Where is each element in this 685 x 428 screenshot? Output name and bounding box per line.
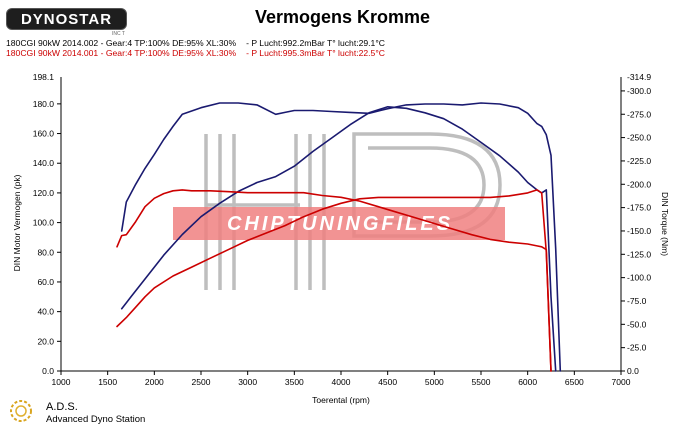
axes-group: 1000 1500 2000 2500 3000 3500 4000 4500 5000 5500… <box>33 72 652 387</box>
x-tick-label: 2000 <box>145 377 164 387</box>
y-tick-label: 0.0 <box>42 366 54 376</box>
x-tick-label: 3500 <box>285 377 304 387</box>
y2-tick-label: -25.0 <box>627 343 647 353</box>
y2-tick-label: -75.0 <box>627 296 647 306</box>
y2-tick-label: -100.0 <box>627 273 651 283</box>
x-tick-label: 5500 <box>472 377 491 387</box>
series-line-3 <box>116 189 552 372</box>
x-tick-label: 2500 <box>192 377 211 387</box>
watermark-group: CHIPTUNINGFILES <box>173 132 505 290</box>
watermark-text: CHIPTUNINGFILES <box>227 213 453 235</box>
x-tick-label: 5000 <box>425 377 444 387</box>
y2-top-label: -314.9 <box>627 72 651 82</box>
y-tick-label: 40.0 <box>37 307 54 317</box>
x-tick-label: 6000 <box>518 377 537 387</box>
y2-tick-label: 0.0 <box>627 366 639 376</box>
x-tick-label: 7000 <box>612 377 631 387</box>
footer-name: A.D.S. <box>46 401 78 413</box>
run-2-label: 180CGI 90kW 2014.001 - Gear:4 TP:100% DE… <box>6 48 237 58</box>
y-tick-label: 140.0 <box>33 158 55 168</box>
x-tick-label: 4500 <box>378 377 397 387</box>
y-tick-label: 80.0 <box>37 247 54 257</box>
run-1-conditions: - P Lucht:992.2mBar T° lucht:29.1°C <box>246 38 385 48</box>
y2-tick-label: -50.0 <box>627 319 647 329</box>
ads-logo-icon <box>10 400 32 422</box>
x-tick-label: 4000 <box>332 377 351 387</box>
x-tick-label: 1500 <box>98 377 117 387</box>
y-tick-label: 20.0 <box>37 336 54 346</box>
chart-title: Vermogens Kromme <box>254 7 431 27</box>
run-legend-2: 180CGI 90kW 2014.001 - Gear:4 TP:100% DE… <box>6 48 385 58</box>
y-tick-label: 100.0 <box>33 218 55 228</box>
series-group <box>116 102 562 372</box>
y-top-label: 198.1 <box>33 72 55 82</box>
y2-tick-label: -300.0 <box>627 86 651 96</box>
y-tick-label: 160.0 <box>33 129 55 139</box>
y2-tick-label: -225.0 <box>627 156 651 166</box>
x-tick-label: 1000 <box>52 377 71 387</box>
dynostar-logo: DYNOSTAR <box>6 8 127 30</box>
series-line-2 <box>116 189 552 372</box>
y2-axis-label: DIN Torque (Nm) <box>660 192 670 256</box>
run-legend-1: 180CGI 90kW 2014.002 - Gear:4 TP:100% DE… <box>6 38 385 48</box>
y-tick-label: 60.0 <box>37 277 54 287</box>
y2-tick-label: -150.0 <box>627 226 651 236</box>
y2-tick-label: -275.0 <box>627 109 651 119</box>
y-tick-label: 180.0 <box>33 99 55 109</box>
y-axis-label: DIN Motor Vermogen (pk) <box>12 174 22 271</box>
run-2-conditions: - P Lucht:995.3mBar T° lucht:22.5°C <box>246 48 385 58</box>
run-1-label: 180CGI 90kW 2014.002 - Gear:4 TP:100% DE… <box>6 38 237 48</box>
x-tick-label: 6500 <box>565 377 584 387</box>
footer-subtitle: Advanced Dyno Station <box>46 414 146 425</box>
y2-tick-label: -200.0 <box>627 179 651 189</box>
logo-subtext: INC T <box>112 31 125 37</box>
y2-tick-label: -250.0 <box>627 133 651 143</box>
series-line-1 <box>120 102 562 372</box>
y2-tick-label: -125.0 <box>627 249 651 259</box>
x-axis-label: Toerental (rpm) <box>312 395 370 405</box>
y-tick-label: 120.0 <box>33 188 55 198</box>
x-tick-label: 3000 <box>238 377 257 387</box>
watermark-banner <box>173 207 505 240</box>
y2-tick-label: -175.0 <box>627 203 651 213</box>
